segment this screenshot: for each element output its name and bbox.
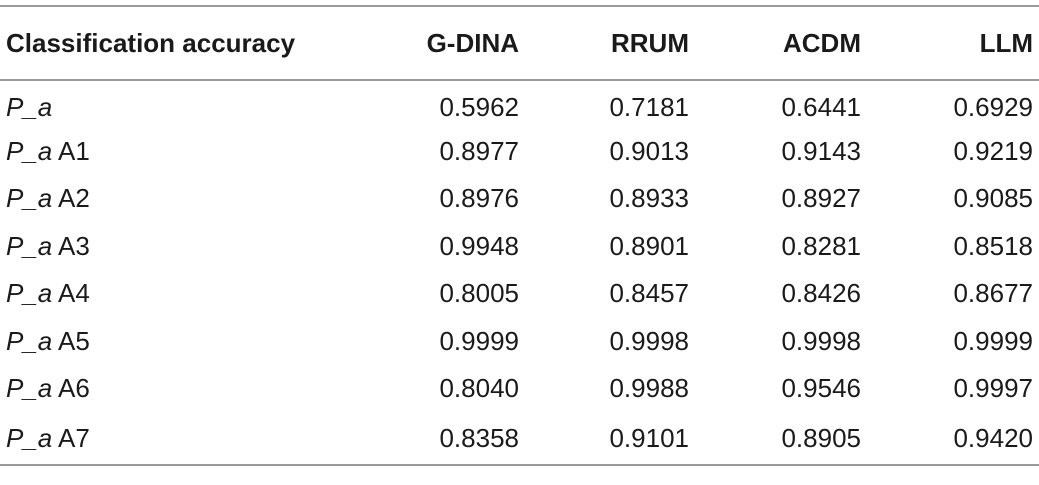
- row-label-italic: P_a: [6, 373, 53, 404]
- row-label: P_a A6: [0, 365, 355, 413]
- cell-llm: 0.9420: [867, 412, 1039, 466]
- cell-g-dina: 0.9999: [439, 325, 519, 356]
- row-label-suffix: A3: [52, 230, 90, 261]
- header-llm: LLM: [867, 5, 1039, 81]
- cell-g-dina: 0.8358: [355, 412, 525, 466]
- row-label-italic: P_a: [6, 183, 53, 214]
- cell-g-dina: 0.9948: [439, 230, 519, 261]
- table-row: P_a 0.5962 0.7181 0.6441 0.6929: [0, 80, 1039, 128]
- cell-rrum: 0.8901: [609, 230, 689, 261]
- row-label: P_a A5: [0, 318, 355, 366]
- cell-llm: 0.9997: [953, 373, 1033, 404]
- cell-rrum: 0.9101: [525, 412, 695, 466]
- cell-rrum: 0.7181: [609, 91, 689, 122]
- row-label: P_a A2: [0, 175, 355, 223]
- row-label-suffix: A7: [52, 422, 90, 453]
- row-label-suffix: A1: [52, 135, 90, 166]
- cell-rrum: 0.9013: [609, 135, 689, 166]
- cell-llm: 0.9999: [953, 325, 1033, 356]
- cell-llm: 0.8518: [953, 230, 1033, 261]
- row-label: P_a A1: [0, 128, 355, 176]
- cell-acdm: 0.9998: [781, 325, 861, 356]
- cell-rrum: 0.8933: [609, 183, 689, 214]
- row-label: P_a A3: [0, 223, 355, 271]
- row-label-italic: P_a: [6, 278, 53, 309]
- table-row: P_a A5 0.9999 0.9998 0.9998 0.9999: [0, 318, 1039, 366]
- row-label-italic: P_a: [6, 135, 53, 166]
- cell-rrum: 0.9988: [609, 373, 689, 404]
- header-classification-accuracy: Classification accuracy: [0, 5, 355, 81]
- header-acdm: ACDM: [695, 5, 867, 81]
- cell-rrum: 0.8457: [609, 278, 689, 309]
- row-label: P_a A4: [0, 270, 355, 318]
- cell-acdm: 0.8905: [695, 412, 867, 466]
- cell-g-dina: 0.8040: [439, 373, 519, 404]
- table-row: P_a A6 0.8040 0.9988 0.9546 0.9997: [0, 365, 1039, 413]
- table-body: P_a 0.5962 0.7181 0.6441 0.6929 P_a A1 0…: [0, 80, 1039, 466]
- classification-accuracy-table: Classification accuracy G-DINA RRUM ACDM…: [0, 5, 1039, 466]
- row-label-suffix: A6: [52, 373, 90, 404]
- cell-acdm: 0.8426: [781, 278, 861, 309]
- header-g-dina: G-DINA: [355, 5, 525, 81]
- row-label: P_a: [0, 80, 355, 128]
- row-label: P_a A7: [0, 412, 355, 466]
- cell-rrum: 0.9998: [609, 325, 689, 356]
- table-header: Classification accuracy G-DINA RRUM ACDM…: [0, 5, 1039, 81]
- row-label-italic: P_a: [6, 230, 53, 261]
- cell-acdm: 0.6441: [781, 91, 861, 122]
- cell-acdm: 0.9546: [781, 373, 861, 404]
- cell-g-dina: 0.8977: [439, 135, 519, 166]
- table-row: P_a A3 0.9948 0.8901 0.8281 0.8518: [0, 223, 1039, 271]
- header-rrum: RRUM: [525, 5, 695, 81]
- cell-llm: 0.9085: [953, 183, 1033, 214]
- row-label-suffix: A2: [52, 183, 90, 214]
- row-label-suffix: A4: [52, 278, 90, 309]
- cell-g-dina: 0.8976: [439, 183, 519, 214]
- cell-acdm: 0.8927: [781, 183, 861, 214]
- row-label-suffix: A5: [52, 325, 90, 356]
- cell-g-dina: 0.5962: [439, 91, 519, 122]
- cell-llm: 0.6929: [953, 91, 1033, 122]
- cell-llm: 0.8677: [953, 278, 1033, 309]
- row-label-italic: P_a: [6, 325, 53, 356]
- row-label-italic: P_a: [6, 91, 53, 122]
- table-row: P_a A2 0.8976 0.8933 0.8927 0.9085: [0, 175, 1039, 223]
- header-row: Classification accuracy G-DINA RRUM ACDM…: [0, 5, 1039, 81]
- cell-g-dina: 0.8005: [439, 278, 519, 309]
- table-row: P_a A4 0.8005 0.8457 0.8426 0.8677: [0, 270, 1039, 318]
- table-row: P_a A7 0.8358 0.9101 0.8905 0.9420: [0, 412, 1039, 466]
- row-label-italic: P_a: [6, 422, 53, 453]
- cell-acdm: 0.9143: [781, 135, 861, 166]
- table-row: P_a A1 0.8977 0.9013 0.9143 0.9219: [0, 128, 1039, 176]
- cell-llm: 0.9219: [953, 135, 1033, 166]
- cell-acdm: 0.8281: [781, 230, 861, 261]
